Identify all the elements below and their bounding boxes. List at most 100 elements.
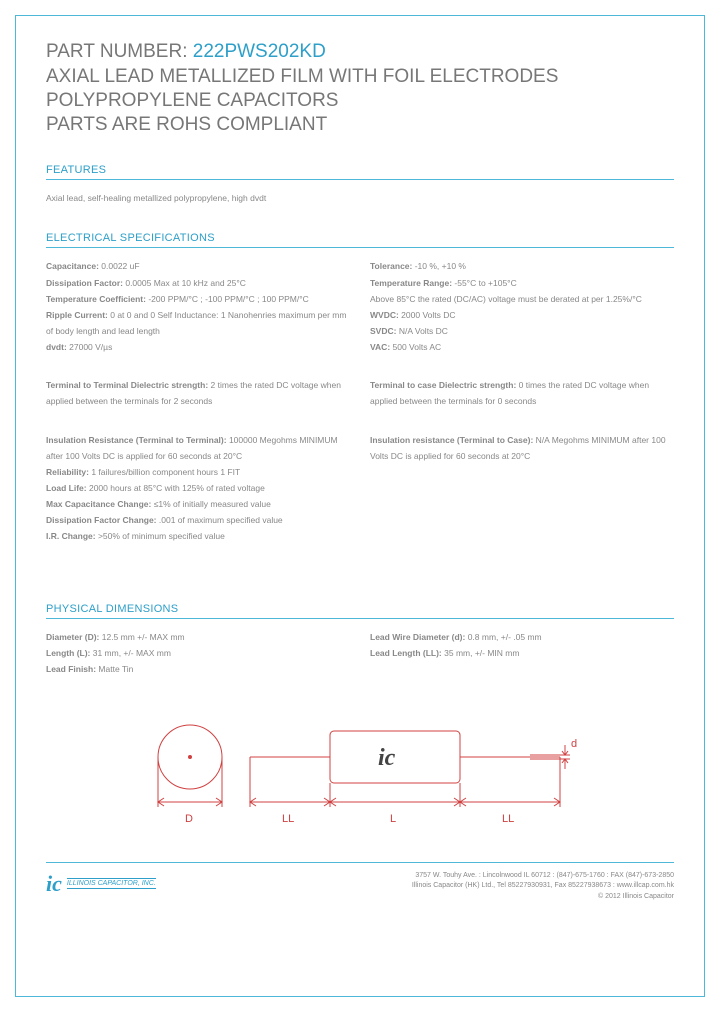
- spec-value: -200 PPM/°C ; -100 PPM/°C ; 100 PPM/°C: [146, 294, 309, 304]
- spec-line: Dissipation Factor Change: .001 of maxim…: [46, 512, 350, 528]
- spec-value: 500 Volts AC: [390, 342, 441, 352]
- spec-block: Insulation resistance (Terminal to Case)…: [370, 432, 674, 464]
- spec-key: I.R. Change:: [46, 531, 96, 541]
- spec-key: Reliability:: [46, 467, 89, 477]
- spec-value: N/A Volts DC: [396, 326, 448, 336]
- spec-value: 0.0022 uF: [99, 261, 140, 271]
- spec-line: Reliability: 1 failures/billion componen…: [46, 464, 350, 480]
- spec-value: 0.0005 Max at 10 kHz and 25°C: [123, 278, 246, 288]
- electrical-left-col: Capacitance: 0.0022 uFDissipation Factor…: [46, 258, 350, 566]
- spec-line: Length (L): 31 mm, +/- MAX mm: [46, 645, 350, 661]
- footer-line: Illinois Capacitor (HK) Ltd., Tel 852279…: [174, 881, 674, 892]
- spec-key: Lead Wire Diameter (d):: [370, 632, 465, 642]
- spec-value: >50% of minimum specified value: [96, 531, 225, 541]
- spec-value: 1 failures/billion component hours 1 FIT: [89, 467, 240, 477]
- spec-line: Lead Finish: Matte Tin: [46, 661, 350, 677]
- diagram-ic-logo: ic: [378, 745, 396, 771]
- spec-line: SVDC: N/A Volts DC: [370, 323, 674, 339]
- spec-key: Ripple Current:: [46, 310, 108, 320]
- spec-value: 35 mm, +/- MIN mm: [442, 648, 520, 658]
- footer-line: 3757 W. Touhy Ave. : Lincolnwood IL 6071…: [174, 871, 674, 882]
- spec-value: -55°C to +105°C: [452, 278, 517, 288]
- spec-block: Capacitance: 0.0022 uFDissipation Factor…: [46, 258, 350, 355]
- spec-value: 2000 Volts DC: [399, 310, 456, 320]
- spec-block: Terminal to case Dielectric strength: 0 …: [370, 377, 674, 409]
- spec-line: Temperature Range: -55°C to +105°C: [370, 275, 674, 291]
- spec-value: Above 85°C the rated (DC/AC) voltage mus…: [370, 294, 642, 304]
- part-number-value: 222PWS202KD: [193, 41, 326, 62]
- diagram-label-ll: LL: [282, 813, 294, 825]
- spec-value: ≤1% of initially measured value: [151, 499, 270, 509]
- spec-line: dvdt: 27000 V/µs: [46, 339, 350, 355]
- electrical-right-col: Tolerance: -10 %, +10 %Temperature Range…: [370, 258, 674, 566]
- spec-value: 12.5 mm +/- MAX mm: [99, 632, 184, 642]
- spec-key: Insulation Resistance (Terminal to Termi…: [46, 435, 227, 445]
- spec-block: Tolerance: -10 %, +10 %Temperature Range…: [370, 258, 674, 355]
- spec-line: Load Life: 2000 hours at 85°C with 125% …: [46, 480, 350, 496]
- diagram-label-l: L: [390, 813, 396, 825]
- spec-line: Max Capacitance Change: ≤1% of initially…: [46, 496, 350, 512]
- spec-key: Terminal to case Dielectric strength:: [370, 380, 516, 390]
- spec-line: Tolerance: -10 %, +10 %: [370, 258, 674, 274]
- spec-key: Length (L):: [46, 648, 90, 658]
- part-number-line: PART NUMBER: 222PWS202KD: [46, 41, 674, 63]
- spec-line: Insulation resistance (Terminal to Case)…: [370, 432, 674, 464]
- diagram-label-ll: LL: [502, 813, 514, 825]
- spec-line: Terminal to Terminal Dielectric strength…: [46, 377, 350, 409]
- title-line: PARTS ARE ROHS COMPLIANT: [46, 113, 674, 137]
- spec-key: Insulation resistance (Terminal to Case)…: [370, 435, 533, 445]
- physical-left-col: Diameter (D): 12.5 mm +/- MAX mmLength (…: [46, 629, 350, 677]
- spec-line: Ripple Current: 0 at 0 and 0 Self Induct…: [46, 307, 350, 339]
- features-heading: FEATURES: [46, 164, 674, 176]
- page-footer: ic ILLINOIS CAPACITOR, INC. 3757 W. Touh…: [46, 862, 674, 903]
- spec-line: Insulation Resistance (Terminal to Termi…: [46, 432, 350, 464]
- spec-key: Tolerance:: [370, 261, 412, 271]
- spec-line: WVDC: 2000 Volts DC: [370, 307, 674, 323]
- divider: [46, 618, 674, 619]
- part-number-label: PART NUMBER:: [46, 41, 193, 62]
- spec-key: Diameter (D):: [46, 632, 99, 642]
- spec-block: Insulation Resistance (Terminal to Termi…: [46, 432, 350, 545]
- divider: [46, 179, 674, 180]
- spec-key: Temperature Range:: [370, 278, 452, 288]
- spec-key: dvdt:: [46, 342, 67, 352]
- spec-value: -10 %, +10 %: [412, 261, 466, 271]
- title-line: POLYPROPYLENE CAPACITORS: [46, 89, 674, 113]
- features-text: Axial lead, self-healing metallized poly…: [46, 190, 674, 206]
- spec-key: Dissipation Factor:: [46, 278, 123, 288]
- spec-key: Terminal to Terminal Dielectric strength…: [46, 380, 208, 390]
- electrical-columns: Capacitance: 0.0022 uFDissipation Factor…: [46, 258, 674, 566]
- spec-line: Diameter (D): 12.5 mm +/- MAX mm: [46, 629, 350, 645]
- spec-line: Above 85°C the rated (DC/AC) voltage mus…: [370, 291, 674, 307]
- spec-key: Lead Finish:: [46, 664, 96, 674]
- physical-right-col: Lead Wire Diameter (d): 0.8 mm, +/- .05 …: [370, 629, 674, 677]
- spec-line: Dissipation Factor: 0.0005 Max at 10 kHz…: [46, 275, 350, 291]
- spec-line: Lead Wire Diameter (d): 0.8 mm, +/- .05 …: [370, 629, 674, 645]
- spec-key: Load Life:: [46, 483, 87, 493]
- footer-address: 3757 W. Touhy Ave. : Lincolnwood IL 6071…: [174, 871, 674, 903]
- title-line: AXIAL LEAD METALLIZED FILM WITH FOIL ELE…: [46, 65, 674, 89]
- diagram-label-d-small: d: [571, 738, 577, 750]
- logo-ic-icon: ic: [46, 871, 62, 897]
- spec-line: Terminal to case Dielectric strength: 0 …: [370, 377, 674, 409]
- spec-line: VAC: 500 Volts AC: [370, 339, 674, 355]
- spec-key: Capacitance:: [46, 261, 99, 271]
- dimension-diagram: D LL L LL d ic: [46, 707, 674, 842]
- footer-logo: ic ILLINOIS CAPACITOR, INC.: [46, 871, 156, 897]
- spec-line: Capacitance: 0.0022 uF: [46, 258, 350, 274]
- spec-key: SVDC:: [370, 326, 396, 336]
- spec-key: Lead Length (LL):: [370, 648, 442, 658]
- spec-value: .001 of maximum specified value: [157, 515, 283, 525]
- physical-heading: PHYSICAL DIMENSIONS: [46, 603, 674, 615]
- spec-key: VAC:: [370, 342, 390, 352]
- spec-value: 31 mm, +/- MAX mm: [90, 648, 171, 658]
- physical-columns: Diameter (D): 12.5 mm +/- MAX mmLength (…: [46, 629, 674, 677]
- spec-line: Temperature Coefficient: -200 PPM/°C ; -…: [46, 291, 350, 307]
- spec-key: Max Capacitance Change:: [46, 499, 151, 509]
- spec-key: Dissipation Factor Change:: [46, 515, 157, 525]
- spec-key: WVDC:: [370, 310, 399, 320]
- spec-block: Terminal to Terminal Dielectric strength…: [46, 377, 350, 409]
- footer-line: © 2012 Illinois Capacitor: [174, 892, 674, 903]
- spec-line: Lead Length (LL): 35 mm, +/- MIN mm: [370, 645, 674, 661]
- spec-value: 2000 hours at 85°C with 125% of rated vo…: [87, 483, 265, 493]
